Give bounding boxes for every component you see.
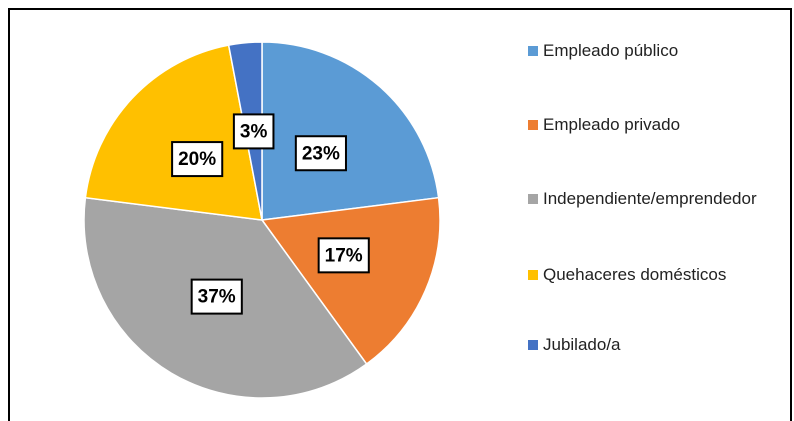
data-label: 23% bbox=[302, 143, 340, 164]
pie-slice bbox=[261, 41, 440, 221]
legend-label: Jubilado/a bbox=[543, 335, 621, 354]
data-label-box bbox=[232, 113, 275, 150]
data-label: 17% bbox=[325, 245, 363, 266]
pie bbox=[83, 41, 441, 399]
legend-swatch bbox=[528, 120, 538, 130]
data-label-box bbox=[317, 237, 370, 274]
legend-swatch bbox=[528, 194, 538, 204]
legend-item: Quehaceres domésticos bbox=[528, 262, 778, 288]
data-label-box bbox=[190, 278, 243, 315]
data-labels: 23% 17% 37% 20% 3% bbox=[171, 113, 370, 315]
legend-item: Empleado público bbox=[528, 38, 778, 64]
legend-label: Empleado privado bbox=[543, 115, 681, 134]
pie-slice bbox=[260, 196, 441, 366]
data-label: 20% bbox=[178, 149, 216, 170]
legend-item: Independiente/emprendedor bbox=[528, 186, 778, 212]
chart-frame bbox=[8, 8, 792, 421]
data-label-box bbox=[171, 141, 224, 178]
legend-swatch bbox=[528, 340, 538, 350]
legend-item: Jubilado/a bbox=[528, 332, 778, 358]
data-label-box bbox=[294, 135, 347, 172]
data-label: 3% bbox=[240, 121, 268, 142]
data-label: 37% bbox=[198, 287, 236, 308]
legend-label: Empleado público bbox=[543, 41, 679, 60]
legend-swatch bbox=[528, 270, 538, 280]
legend-label: Independiente/emprendedor bbox=[543, 189, 757, 208]
legend-label: Quehaceres domésticos bbox=[543, 265, 727, 284]
legend-swatch bbox=[528, 46, 538, 56]
legend-item: Empleado privado bbox=[528, 112, 778, 138]
